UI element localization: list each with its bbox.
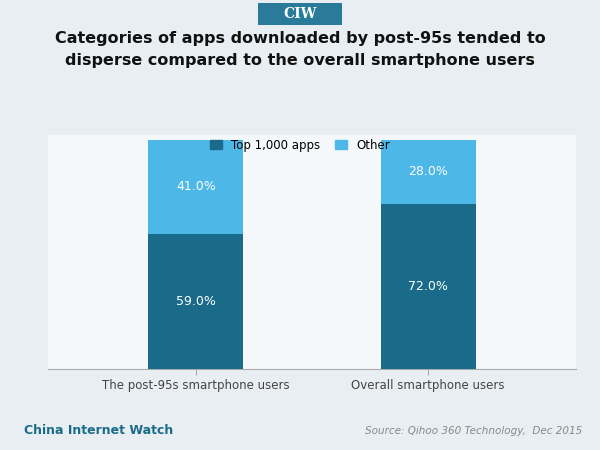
Text: Source: Qihoo 360 Technology,  Dec 2015: Source: Qihoo 360 Technology, Dec 2015: [365, 427, 582, 436]
Text: Categories of apps downloaded by post-95s tended to
disperse compared to the ove: Categories of apps downloaded by post-95…: [55, 32, 545, 68]
Text: 41.0%: 41.0%: [176, 180, 216, 193]
Bar: [148, 140, 244, 234]
Text: 72.0%: 72.0%: [408, 280, 448, 293]
Text: 59.0%: 59.0%: [176, 295, 216, 308]
Bar: [380, 204, 476, 369]
Text: China Internet Watch: China Internet Watch: [24, 423, 173, 436]
Bar: [148, 234, 244, 369]
Bar: [380, 140, 476, 204]
Text: 28.0%: 28.0%: [408, 165, 448, 178]
Text: CIW: CIW: [283, 7, 317, 21]
Legend: Top 1,000 apps, Other: Top 1,000 apps, Other: [206, 134, 394, 157]
